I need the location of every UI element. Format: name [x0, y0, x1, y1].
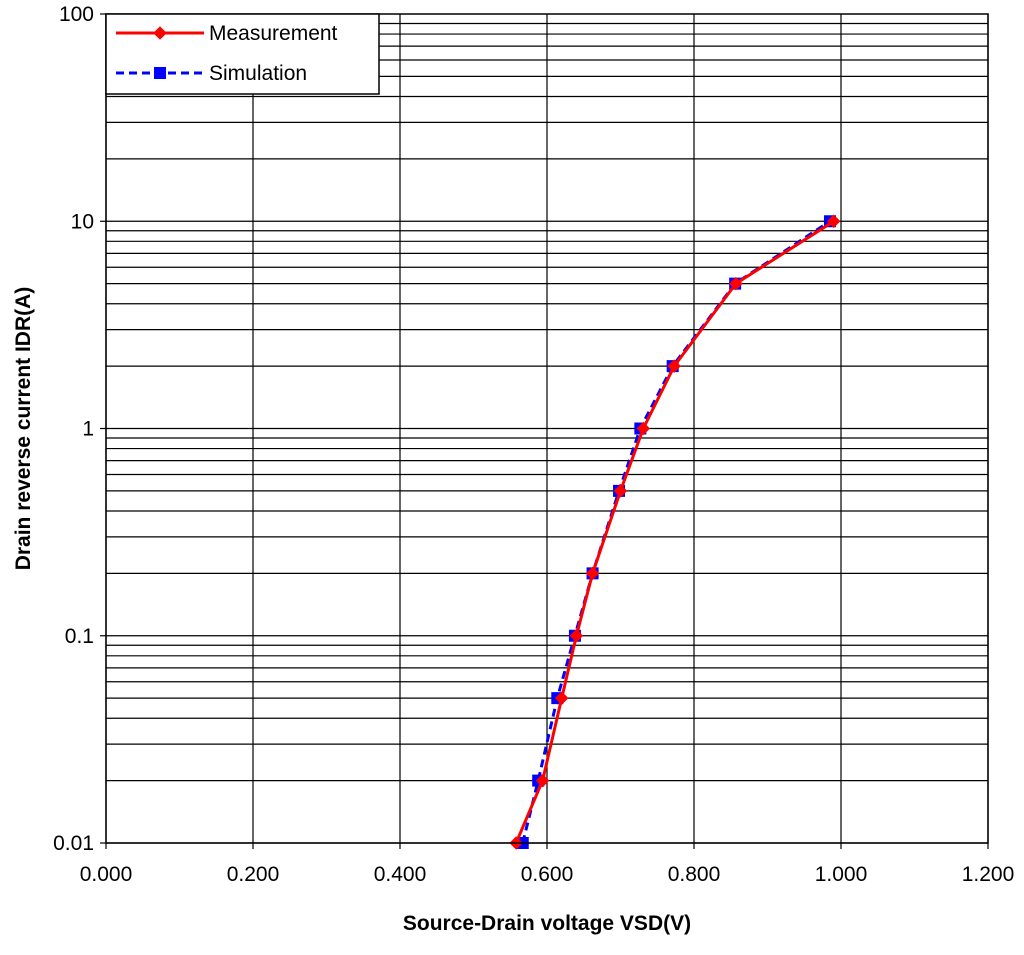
data-point-measurement [535, 773, 550, 788]
x-tick-label: 0.400 [374, 863, 427, 886]
series-line-measurement [514, 220, 835, 844]
grid [105, 14, 989, 844]
tick-labels: 0.000 0.200 0.400 0.600 0.800 1.000 1.200 0.01 0… [53, 3, 1014, 886]
y-tick-label: 10 [71, 210, 94, 233]
data-point-measurement [667, 359, 681, 373]
x-tick-label: 0.200 [227, 863, 280, 886]
series-measurement [509, 214, 841, 850]
legend-box [105, 13, 380, 95]
y-tick-label: 1 [82, 418, 94, 441]
x-axis-title: Source-Drain voltage VSD(V) [403, 912, 691, 935]
data-point-measurement [585, 566, 600, 581]
legend-marker-simulation [154, 67, 166, 79]
data-point-measurement [569, 629, 584, 643]
y-axis-title: Drain reverse current IDR(A) [12, 287, 35, 571]
x-tick-label: 1.000 [815, 863, 868, 886]
x-tick-label: 0.600 [521, 863, 574, 886]
legend-marker-measurement [153, 26, 167, 40]
x-tick-label: 0.800 [668, 863, 721, 886]
x-tick-label: 0.000 [80, 863, 133, 886]
x-tick-label: 1.200 [962, 863, 1015, 886]
legend-entries: Measurement Simulation [116, 22, 338, 85]
legend-label-simulation: Simulation [209, 62, 307, 85]
data-point-measurement [636, 421, 650, 436]
series-layer [509, 214, 841, 850]
data-point-measurement [613, 484, 628, 498]
data-point-measurement [554, 691, 569, 705]
y-tick-label: 100 [59, 3, 94, 26]
y-tick-label: 0.01 [53, 832, 94, 855]
data-point-measurement [826, 214, 841, 228]
y-tick-label: 0.1 [65, 625, 94, 648]
legend-label-measurement: Measurement [209, 22, 338, 45]
data-point-measurement [729, 276, 743, 291]
legend: Measurement Simulation [105, 13, 380, 95]
